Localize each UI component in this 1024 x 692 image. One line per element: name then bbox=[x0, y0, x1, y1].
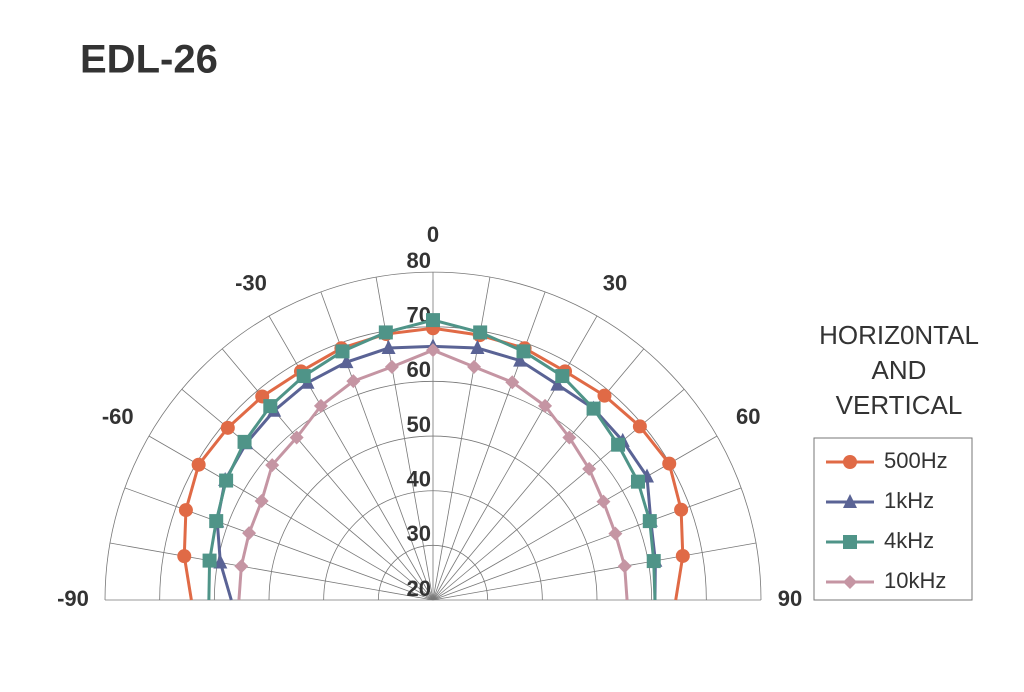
marker bbox=[265, 458, 280, 473]
marker bbox=[234, 559, 249, 574]
marker bbox=[213, 554, 228, 569]
marker bbox=[426, 313, 440, 328]
r-tick-label: 50 bbox=[407, 412, 431, 437]
marker bbox=[378, 325, 393, 340]
marker bbox=[586, 401, 601, 416]
r-tick-label: 80 bbox=[407, 248, 431, 273]
grid-spoke bbox=[432, 315, 598, 601]
marker bbox=[384, 359, 399, 374]
marker bbox=[339, 354, 354, 369]
marker bbox=[596, 494, 611, 509]
grid-spoke bbox=[148, 435, 434, 601]
legend-label: 10kHz bbox=[884, 568, 946, 593]
marker bbox=[313, 398, 328, 413]
marker bbox=[611, 437, 626, 452]
marker bbox=[597, 388, 612, 403]
theta-tick-label: -30 bbox=[235, 271, 267, 296]
grid-spoke bbox=[109, 542, 434, 601]
marker bbox=[675, 548, 690, 563]
marker bbox=[843, 535, 857, 549]
legend-title: AND bbox=[872, 355, 927, 385]
marker bbox=[642, 514, 657, 529]
r-tick-label: 60 bbox=[407, 357, 431, 382]
marker bbox=[335, 344, 350, 359]
marker bbox=[426, 343, 440, 358]
legend-label: 1kHz bbox=[884, 488, 934, 513]
theta-tick-label: 0 bbox=[427, 222, 439, 247]
marker bbox=[646, 554, 661, 569]
marker bbox=[296, 369, 311, 384]
marker bbox=[237, 434, 252, 449]
marker bbox=[242, 526, 257, 541]
grid-spoke bbox=[432, 542, 757, 601]
r-tick-label: 40 bbox=[407, 466, 431, 491]
marker bbox=[505, 375, 520, 390]
marker bbox=[582, 461, 597, 476]
marker bbox=[178, 503, 193, 518]
theta-tick-label: 30 bbox=[603, 271, 627, 296]
marker bbox=[381, 340, 396, 355]
legend-title: HORIZ0NTAL bbox=[819, 320, 979, 350]
marker bbox=[513, 352, 528, 367]
marker bbox=[219, 473, 234, 488]
marker bbox=[538, 398, 553, 413]
r-tick-label: 30 bbox=[407, 521, 431, 546]
legend-label: 500Hz bbox=[884, 448, 948, 473]
marker bbox=[843, 455, 857, 469]
marker bbox=[608, 526, 623, 541]
marker bbox=[220, 420, 235, 435]
marker bbox=[562, 430, 577, 445]
marker bbox=[617, 559, 632, 574]
marker bbox=[674, 502, 689, 517]
theta-tick-label: 90 bbox=[778, 586, 802, 611]
marker bbox=[191, 457, 206, 472]
grid-spoke bbox=[221, 348, 434, 601]
marker bbox=[470, 340, 485, 355]
grid-spoke bbox=[268, 315, 434, 601]
marker bbox=[473, 325, 488, 340]
marker bbox=[555, 369, 570, 384]
r-tick-label: 20 bbox=[407, 576, 431, 601]
series-line bbox=[182, 326, 685, 601]
marker bbox=[843, 494, 857, 508]
marker bbox=[843, 575, 857, 589]
marker bbox=[209, 514, 224, 529]
marker bbox=[662, 456, 677, 471]
marker bbox=[516, 344, 531, 359]
theta-tick-label: -60 bbox=[102, 404, 134, 429]
marker bbox=[632, 419, 647, 434]
marker bbox=[202, 553, 217, 568]
chart-title: EDL-26 bbox=[80, 38, 218, 82]
theta-tick-label: 60 bbox=[736, 404, 760, 429]
grid-spoke bbox=[124, 487, 434, 601]
marker bbox=[254, 494, 269, 509]
marker bbox=[550, 376, 565, 391]
marker bbox=[177, 549, 192, 564]
marker bbox=[630, 474, 645, 489]
marker bbox=[346, 374, 361, 389]
grid-spoke bbox=[432, 487, 742, 601]
legend-label: 4kHz bbox=[884, 528, 934, 553]
legend-title: VERTICAL bbox=[836, 390, 963, 420]
marker bbox=[467, 359, 482, 374]
theta-tick-label: -90 bbox=[57, 586, 89, 611]
legend-box bbox=[813, 437, 973, 601]
marker bbox=[289, 430, 304, 445]
marker bbox=[263, 399, 278, 414]
